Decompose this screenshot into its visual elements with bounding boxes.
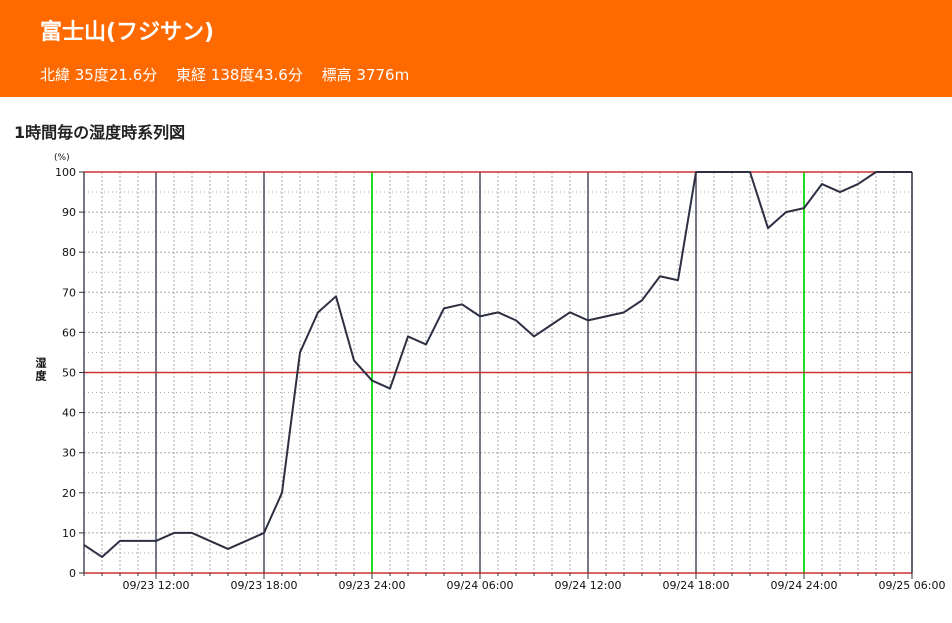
x-tick-label: 09/24 06:00 <box>447 579 514 592</box>
chart-title: 1時間毎の湿度時系列図 <box>14 123 186 142</box>
station-name: 富士山(フジサン) <box>40 20 215 45</box>
series-layer <box>83 171 912 558</box>
x-tick-label: 09/24 12:00 <box>555 579 622 592</box>
y-axis-label: 度 <box>36 369 48 383</box>
station-meta: 北緯 35度21.6分 東経 138度43.6分 標高 3776m <box>40 64 423 85</box>
y-tick-label: 40 <box>62 407 76 420</box>
y-tick-label: 70 <box>62 286 76 299</box>
y-tick-label: 0 <box>69 567 76 580</box>
x-tick-label: 09/23 12:00 <box>123 579 190 592</box>
station-header: 富士山(フジサン) 北緯 35度21.6分 東経 138度43.6分 標高 37… <box>0 0 952 97</box>
x-tick-label: 09/24 18:00 <box>663 579 730 592</box>
y-tick-label: 50 <box>62 367 76 380</box>
x-tick-label: 09/23 24:00 <box>339 579 406 592</box>
y-tick-label: 10 <box>62 527 76 540</box>
y-tick-label: 90 <box>62 206 76 219</box>
longitude: 東経 138度43.6分 <box>176 66 303 84</box>
x-tick-label: 09/25 06:00 <box>879 579 946 592</box>
humidity-line <box>83 171 912 558</box>
grid-layer <box>83 171 913 574</box>
y-tick-label: 100 <box>55 166 76 179</box>
y-axis-label: 湿 <box>36 356 47 370</box>
axis-layer: 0 10 20 30 40 50 60 70 80 90 100 (%) 湿度 09/23 12:00 09… <box>36 153 946 592</box>
y-tick-label: 60 <box>62 326 76 339</box>
y-tick-label: 30 <box>62 447 76 460</box>
x-tick-label: 09/24 24:00 <box>771 579 838 592</box>
y-unit-label: (%) <box>54 153 70 163</box>
y-tick-label: 80 <box>62 246 76 259</box>
latitude: 北緯 35度21.6分 <box>40 66 158 84</box>
humidity-chart: 0 10 20 30 40 50 60 70 80 90 100 (%) 湿度 09/23 12:00 09… <box>36 153 946 592</box>
x-tick-label: 09/23 18:00 <box>231 579 298 592</box>
elevation: 標高 3776m <box>321 66 410 84</box>
y-tick-label: 20 <box>62 487 76 500</box>
